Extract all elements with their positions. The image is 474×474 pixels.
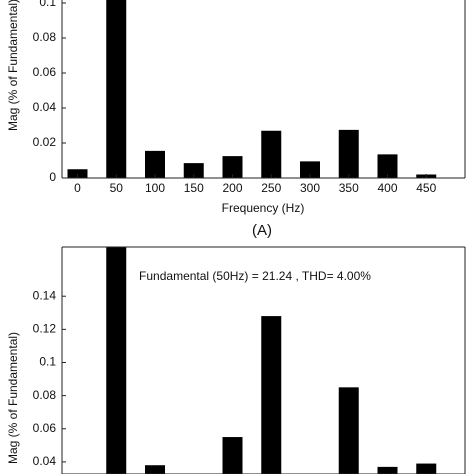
y-tick-label: 0.1 xyxy=(39,355,56,369)
bar xyxy=(261,316,282,474)
bar xyxy=(106,247,127,474)
x-tick-label: 50 xyxy=(110,181,124,195)
bar xyxy=(67,169,88,178)
bars xyxy=(106,247,437,474)
y-tick-label: 0.12 xyxy=(33,322,57,336)
y-tick-label: 0.02 xyxy=(33,135,57,149)
x-tick-label: 100 xyxy=(145,181,165,195)
y-tick-label: 0 xyxy=(49,170,56,184)
bar xyxy=(416,463,437,474)
y-tick-label: 0.04 xyxy=(33,100,57,114)
x-tick-label: 250 xyxy=(261,181,281,195)
y-tick-label: 0.08 xyxy=(33,30,57,44)
bar xyxy=(145,465,165,474)
bar xyxy=(222,156,243,178)
x-tick-label: 400 xyxy=(377,181,397,195)
bar xyxy=(222,437,243,474)
bar xyxy=(261,130,282,178)
x-tick-label: 0 xyxy=(74,181,81,195)
bar xyxy=(145,150,165,178)
y-axis-label: Mag (% of Fundamental) xyxy=(6,332,20,464)
bar xyxy=(377,466,398,474)
y-tick-label: 0.08 xyxy=(33,388,57,402)
x-tick-label: 300 xyxy=(300,181,320,195)
y-tick-label: 0.1 xyxy=(39,0,56,9)
y-tick-label: 0.14 xyxy=(33,288,57,302)
bar xyxy=(106,0,127,178)
bar xyxy=(338,387,359,474)
y-tick-label: 0.04 xyxy=(33,454,57,468)
x-tick-label: 350 xyxy=(339,181,359,195)
chart-title: Fundamental (50Hz) = 21.24 , THD= 4.00% xyxy=(139,269,371,283)
bar xyxy=(300,161,320,178)
x-tick-label: 200 xyxy=(222,181,242,195)
y-axis-label: Mag (% of Fundamental) xyxy=(6,0,20,131)
caption: (A) xyxy=(252,222,272,239)
x-axis-label: Frequency (Hz) xyxy=(222,201,305,215)
bar xyxy=(183,163,204,178)
y-tick-label: 0.06 xyxy=(33,65,57,79)
bar xyxy=(338,129,359,178)
x-tick-label: 150 xyxy=(184,181,204,195)
bars xyxy=(67,0,437,178)
x-tick-label: 450 xyxy=(416,181,436,195)
bar xyxy=(377,154,398,178)
y-tick-label: 0.06 xyxy=(33,421,57,435)
